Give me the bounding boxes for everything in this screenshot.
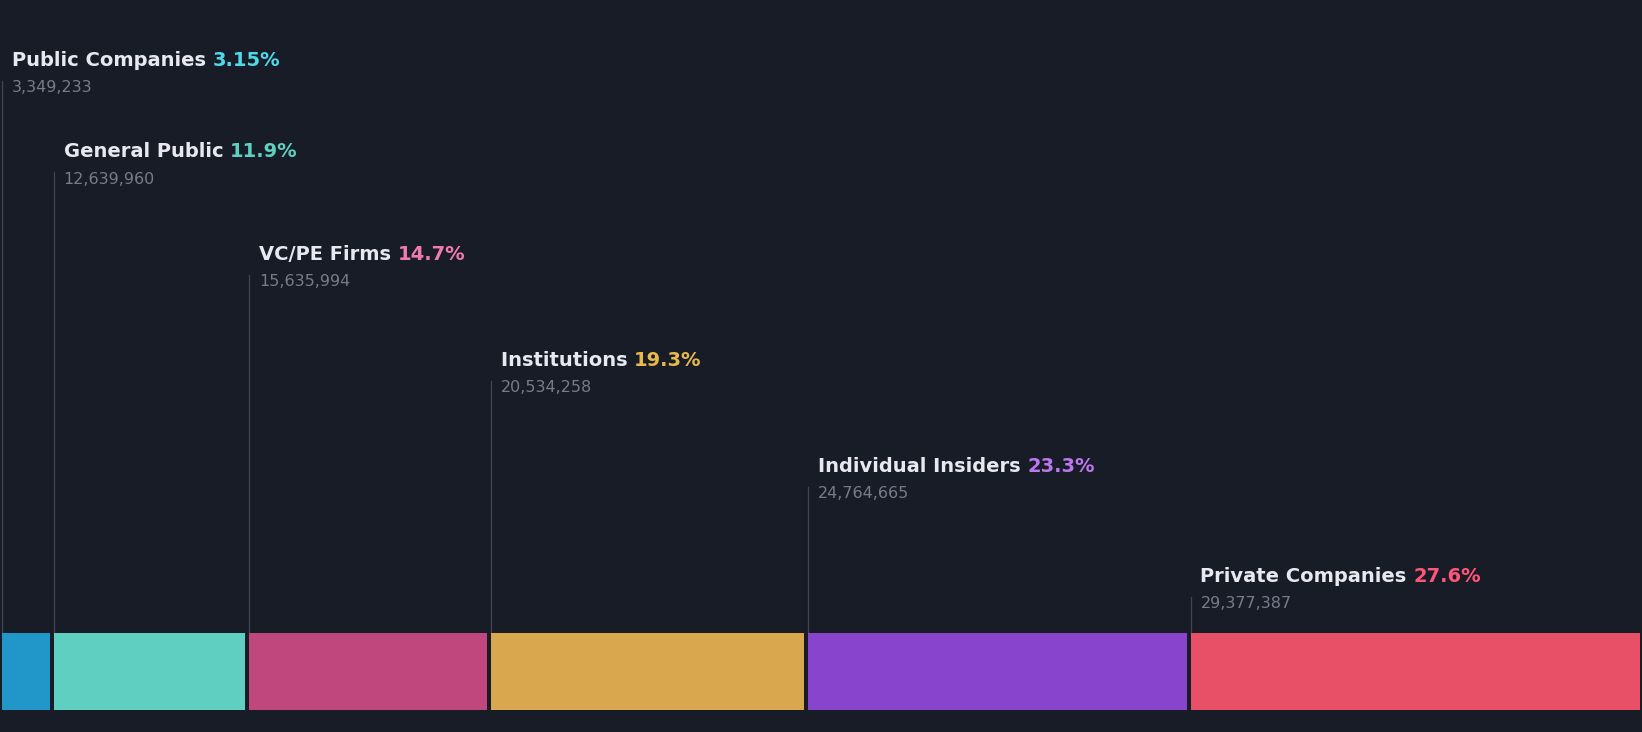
Bar [250,633,486,710]
Text: 3.15%: 3.15% [213,51,281,70]
Text: 27.6%: 27.6% [1414,567,1481,586]
Text: Institutions: Institutions [501,351,634,370]
Bar [808,633,1187,710]
Text: Public Companies: Public Companies [11,51,213,70]
Text: General Public: General Public [64,142,230,161]
Text: 19.3%: 19.3% [634,351,701,370]
Text: Individual Insiders: Individual Insiders [818,457,1028,476]
Text: 29,377,387: 29,377,387 [1200,597,1292,611]
Text: 15,635,994: 15,635,994 [259,274,350,289]
Text: VC/PE Firms: VC/PE Firms [259,244,397,264]
Bar [2,633,49,710]
Bar [54,633,245,710]
Text: 3,349,233: 3,349,233 [11,81,92,95]
Text: 24,764,665: 24,764,665 [818,487,910,501]
Text: 20,534,258: 20,534,258 [501,381,591,395]
Text: 11.9%: 11.9% [230,142,297,161]
Text: 14.7%: 14.7% [397,244,466,264]
Text: 23.3%: 23.3% [1028,457,1095,476]
Text: 12,639,960: 12,639,960 [64,172,154,187]
Text: Private Companies: Private Companies [1200,567,1414,586]
Bar [1190,633,1640,710]
Bar [491,633,803,710]
